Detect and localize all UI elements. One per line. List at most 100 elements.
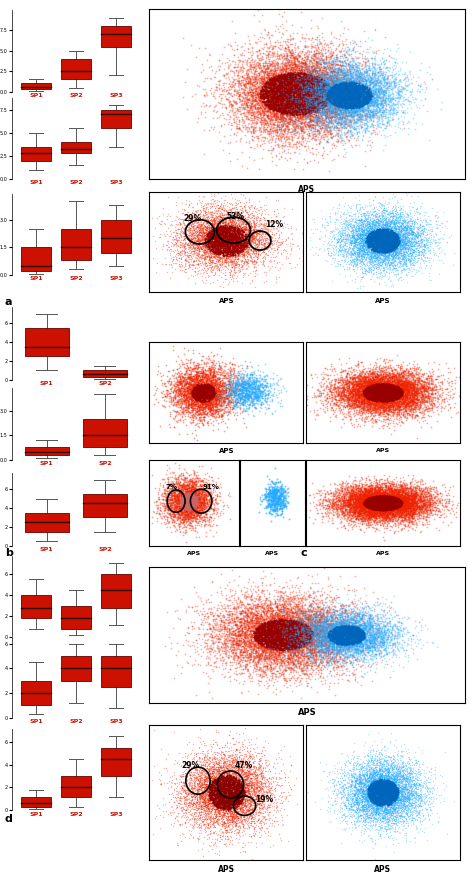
Point xyxy=(221,822,228,836)
Point xyxy=(251,390,258,404)
Point xyxy=(306,70,314,84)
Point xyxy=(381,360,389,374)
Point xyxy=(365,644,373,658)
Point xyxy=(371,489,379,503)
Point xyxy=(232,601,240,615)
Point xyxy=(386,792,394,806)
Point xyxy=(364,498,372,512)
Point xyxy=(331,85,339,99)
Point xyxy=(299,106,306,120)
Point xyxy=(386,241,394,255)
Point xyxy=(266,647,273,661)
Point xyxy=(163,243,171,257)
Point xyxy=(299,608,307,622)
Point xyxy=(391,480,398,494)
Point xyxy=(234,227,241,241)
Point xyxy=(361,382,369,395)
Point xyxy=(388,509,395,523)
Point xyxy=(293,643,301,657)
Point xyxy=(192,394,200,408)
Point xyxy=(301,622,309,636)
Point xyxy=(357,803,365,817)
Point xyxy=(390,514,397,528)
Point xyxy=(400,247,408,261)
Point xyxy=(272,85,280,99)
Point xyxy=(356,498,364,512)
Point xyxy=(368,485,375,499)
Point xyxy=(205,378,212,392)
Point xyxy=(361,66,368,80)
Point xyxy=(254,638,261,652)
Point xyxy=(356,591,364,605)
Point xyxy=(393,787,401,801)
Point xyxy=(416,398,424,412)
Point xyxy=(332,617,339,631)
Point xyxy=(222,210,230,224)
Point xyxy=(388,205,395,219)
Point xyxy=(369,509,376,523)
Point xyxy=(215,778,222,792)
Point xyxy=(285,93,292,107)
Point xyxy=(374,375,382,389)
Point xyxy=(303,72,311,86)
Point xyxy=(390,786,397,800)
Point xyxy=(294,71,301,85)
Point xyxy=(353,794,360,808)
Point xyxy=(392,808,400,822)
Point xyxy=(399,751,406,765)
Point xyxy=(342,636,349,650)
Point xyxy=(273,600,281,614)
Point xyxy=(182,488,190,502)
Point xyxy=(291,93,298,107)
Point xyxy=(216,778,223,792)
Point xyxy=(232,772,239,786)
Point xyxy=(374,499,382,513)
Point xyxy=(348,377,356,391)
Point xyxy=(394,391,402,405)
Point xyxy=(226,642,233,656)
Point xyxy=(399,104,407,118)
Point xyxy=(331,58,338,72)
Point xyxy=(337,628,345,642)
Point xyxy=(346,77,353,91)
Point xyxy=(247,217,255,230)
Point xyxy=(249,769,257,783)
Point xyxy=(307,623,315,637)
Point xyxy=(175,496,183,510)
Point xyxy=(201,490,208,504)
Point xyxy=(210,490,217,504)
Point xyxy=(213,233,221,247)
Point xyxy=(265,622,273,636)
Point xyxy=(232,782,239,796)
Point xyxy=(306,80,313,94)
Point xyxy=(358,628,365,642)
Point xyxy=(354,378,361,392)
Point xyxy=(187,500,195,514)
Point xyxy=(377,500,384,514)
Point xyxy=(374,499,381,513)
Point xyxy=(338,476,346,490)
Point xyxy=(338,87,346,101)
Point xyxy=(384,379,392,393)
Point xyxy=(380,500,387,514)
Point xyxy=(393,494,401,508)
Point xyxy=(327,502,334,516)
Point xyxy=(403,485,410,499)
Point xyxy=(339,619,346,633)
Point xyxy=(163,478,170,492)
Point xyxy=(313,609,321,623)
Point xyxy=(274,131,282,145)
Point xyxy=(371,770,378,784)
Point xyxy=(187,230,194,244)
Point xyxy=(368,103,375,117)
Point xyxy=(190,503,198,517)
Point xyxy=(347,488,355,502)
Point xyxy=(222,225,229,239)
Point xyxy=(308,45,315,58)
Point xyxy=(395,789,402,803)
Point xyxy=(323,95,330,109)
Point xyxy=(356,491,363,505)
Point xyxy=(342,636,349,650)
Point xyxy=(394,402,401,416)
Point xyxy=(221,234,228,248)
